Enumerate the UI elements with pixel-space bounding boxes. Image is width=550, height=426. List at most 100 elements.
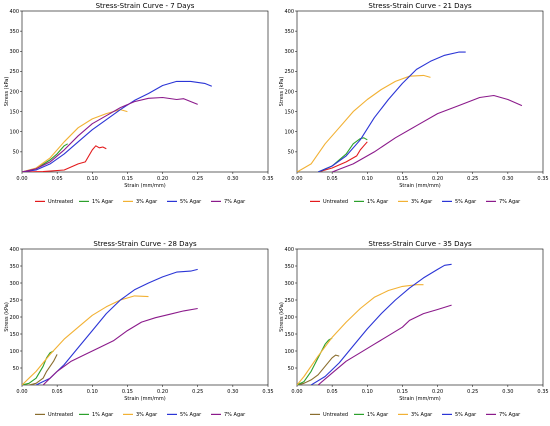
legend-label: 1% Agar — [92, 199, 114, 205]
y-tick-label: 250 — [9, 69, 19, 75]
y-tick-label: 50 — [13, 150, 19, 156]
plot-area-frame — [296, 248, 544, 386]
x-tick-label: 0.05 — [52, 176, 63, 182]
legend: Untreated 1% Agar 3% Agar 5% Agar 7% Agar — [310, 412, 521, 418]
x-tick-label: 0.10 — [362, 176, 373, 182]
series-line-3-agar — [297, 74, 431, 172]
legend-label: 3% Agar — [411, 199, 433, 205]
legend-label: 7% Agar — [224, 412, 246, 418]
series-line-untreated — [22, 354, 58, 385]
legend-label: 7% Agar — [499, 199, 521, 205]
legend-label: 5% Agar — [180, 199, 202, 205]
chart-title: Stress-Strain Curve - 35 Days — [368, 240, 472, 248]
y-tick-label: 250 — [9, 298, 19, 304]
plot-area-frame — [21, 248, 269, 386]
series-line-1-agar — [22, 350, 54, 385]
x-tick-label: 0.00 — [16, 176, 27, 182]
legend-label: 1% Agar — [92, 412, 114, 418]
x-tick-label: 0.20 — [157, 176, 168, 182]
x-tick-label: 0.25 — [467, 389, 478, 395]
x-axis-label: Strain (mm/mm) — [124, 396, 166, 402]
legend: Untreated 1% Agar 3% Agar 5% Agar 7% Agar — [35, 412, 246, 418]
x-tick-label: 0.05 — [52, 389, 63, 395]
chart-title: Stress-Strain Curve - 28 Days — [93, 240, 197, 248]
series-line-5-agar — [35, 268, 198, 385]
series-line-5-agar — [22, 80, 213, 172]
legend-label: 3% Agar — [136, 412, 158, 418]
x-tick-label: 0.15 — [122, 176, 133, 182]
chart-panel-2: Stress-Strain Curve - 21 Days 0.00 0.05 0.1… — [279, 2, 549, 205]
y-tick-label: 350 — [284, 264, 294, 270]
x-tick-label: 0.35 — [537, 389, 548, 395]
x-tick-label: 0.30 — [227, 176, 238, 182]
series-line-untreated — [22, 145, 107, 172]
x-tick-label: 0.30 — [227, 389, 238, 395]
x-tick-label: 0.25 — [192, 389, 203, 395]
chart-panel-1: Stress-Strain Curve - 7 Days 0.00 0.05 0.10… — [4, 2, 274, 205]
series-line-7-agar — [331, 94, 523, 172]
x-axis-label: Strain (mm/mm) — [399, 396, 441, 402]
chart-title: Stress-Strain Curve - 7 Days — [96, 2, 195, 10]
legend-label: 1% Agar — [367, 199, 389, 205]
x-tick-label: 0.00 — [291, 176, 302, 182]
series-line-5-agar — [317, 51, 466, 172]
chart-title: Stress-Strain Curve - 21 Days — [368, 2, 472, 10]
y-tick-label: 100 — [9, 349, 19, 355]
x-tick-label: 0.35 — [262, 176, 273, 182]
y-tick-label: 200 — [284, 89, 294, 95]
y-axis-label: Stress (kPa) — [279, 77, 285, 107]
series-line-1-agar — [297, 337, 333, 385]
x-tick-label: 0.35 — [537, 176, 548, 182]
y-tick-label: 300 — [284, 49, 294, 55]
y-tick-label: 200 — [9, 315, 19, 321]
x-tick-label: 0.05 — [327, 176, 338, 182]
series-line-7-agar — [42, 307, 198, 385]
y-tick-label: 400 — [284, 9, 294, 15]
y-tick-label: 150 — [284, 109, 294, 115]
x-tick-label: 0.15 — [122, 389, 133, 395]
x-tick-label: 0.20 — [432, 389, 443, 395]
y-tick-label: 100 — [9, 130, 19, 136]
x-tick-label: 0.30 — [502, 389, 513, 395]
series-line-untreated — [297, 354, 340, 385]
y-tick-label: 300 — [284, 281, 294, 287]
x-tick-label: 0.10 — [87, 389, 98, 395]
plot-area-frame — [296, 10, 544, 173]
series-line-1-agar — [22, 143, 68, 172]
y-tick-label: 300 — [9, 49, 19, 55]
y-tick-label: 50 — [288, 150, 294, 156]
y-tick-label: 300 — [9, 281, 19, 287]
x-tick-label: 0.25 — [467, 176, 478, 182]
y-tick-label: 150 — [284, 332, 294, 338]
legend-label: Untreated — [48, 199, 73, 205]
x-tick-label: 0.30 — [502, 176, 513, 182]
y-axis-label: Stress (kPa) — [4, 302, 10, 332]
legend-label: 5% Agar — [455, 412, 477, 418]
series-line-3-agar — [22, 109, 128, 172]
series-line-5-agar — [310, 263, 452, 385]
y-tick-label: 100 — [284, 349, 294, 355]
y-tick-label: 400 — [284, 247, 294, 253]
legend: Untreated 1% Agar 3% Agar 5% Agar 7% Agar — [310, 199, 521, 205]
y-tick-label: 350 — [9, 264, 19, 270]
series-line-untreated — [317, 141, 368, 172]
x-tick-label: 0.35 — [262, 389, 273, 395]
series-line-3-agar — [297, 284, 424, 385]
y-axis-label: Stress (kPa) — [4, 77, 10, 107]
legend-label: 1% Agar — [367, 412, 389, 418]
y-tick-label: 250 — [284, 298, 294, 304]
legend-label: 7% Agar — [224, 199, 246, 205]
series-line-7-agar — [317, 304, 452, 385]
y-tick-label: 50 — [288, 366, 294, 372]
legend-label: 5% Agar — [180, 412, 202, 418]
x-tick-label: 0.10 — [362, 389, 373, 395]
legend-label: 3% Agar — [136, 199, 158, 205]
x-tick-label: 0.15 — [397, 176, 408, 182]
legend-label: 3% Agar — [411, 412, 433, 418]
x-tick-label: 0.20 — [157, 389, 168, 395]
legend-label: Untreated — [48, 412, 73, 418]
x-tick-label: 0.00 — [16, 389, 27, 395]
y-tick-label: 200 — [9, 89, 19, 95]
legend-label: Untreated — [323, 199, 348, 205]
